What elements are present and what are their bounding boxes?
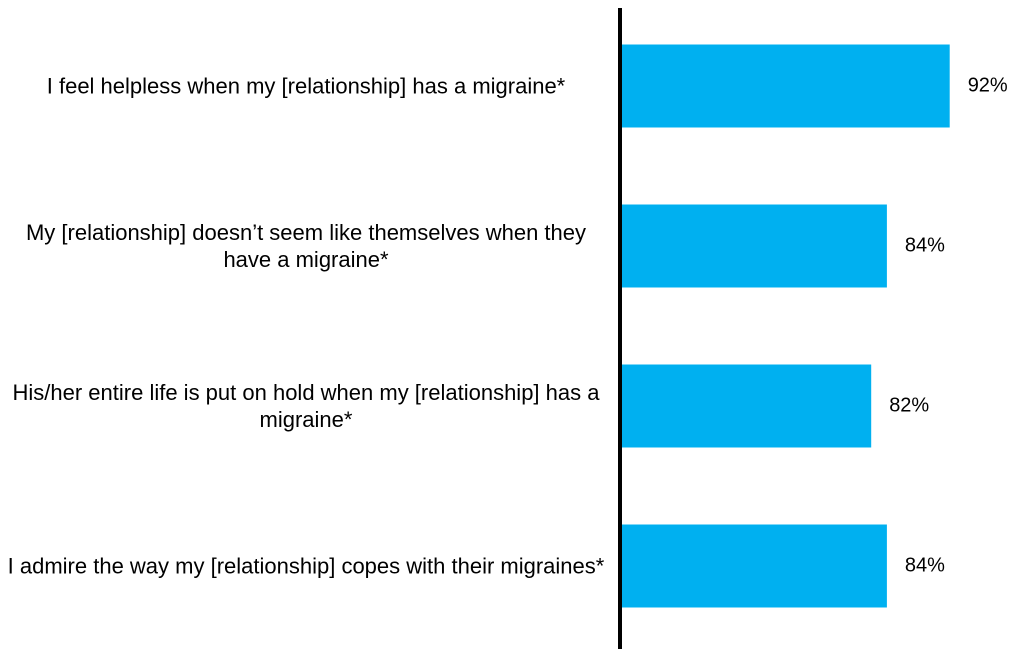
category-label: His/her entire life is put on hold when … [12,380,600,432]
bar [620,204,887,288]
bar [620,524,887,608]
category-label: I feel helpless when my [relationship] h… [46,73,566,99]
value-label: 82% [889,394,929,416]
value-label: 92% [968,74,1008,96]
bar [620,44,950,128]
category-label: My [relationship] doesn’t seem like them… [25,220,587,272]
bar [620,364,872,448]
value-label: 84% [905,234,945,256]
category-label: I admire the way my [relationship] copes… [7,553,605,579]
value-label: 84% [905,554,945,576]
